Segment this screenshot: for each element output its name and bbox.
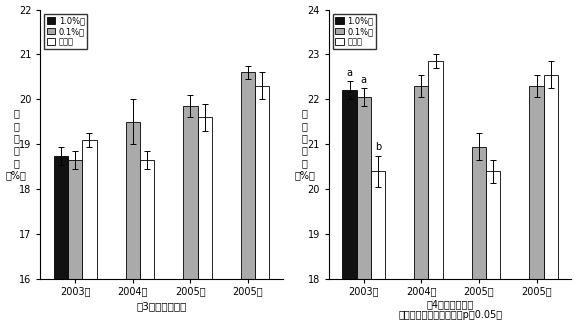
- X-axis label: 嘰4　もも肉割合
異符号間で有意差あり（p＜0.05）: 嘰4 もも肉割合 異符号間で有意差あり（p＜0.05）: [398, 299, 502, 320]
- Bar: [342, 90, 357, 279]
- X-axis label: 嘰3　むね肉割合: 嘰3 むね肉割合: [136, 302, 187, 312]
- Bar: [429, 61, 443, 279]
- Bar: [486, 171, 500, 279]
- Bar: [126, 122, 140, 279]
- Bar: [414, 86, 429, 279]
- Bar: [197, 117, 212, 279]
- Bar: [140, 160, 154, 279]
- Legend: 1.0%区, 0.1%区, 対照区: 1.0%区, 0.1%区, 対照区: [44, 14, 87, 49]
- Bar: [68, 160, 83, 279]
- Bar: [183, 106, 197, 279]
- Bar: [241, 72, 255, 279]
- Legend: 1.0%区, 0.1%区, 対照区: 1.0%区, 0.1%区, 対照区: [333, 14, 376, 49]
- Text: a: a: [361, 75, 367, 84]
- Bar: [529, 86, 544, 279]
- Bar: [255, 86, 269, 279]
- Bar: [54, 156, 68, 279]
- Bar: [83, 140, 96, 279]
- Y-axis label: む
ね
肉
割
合
（%）: む ね 肉 割 合 （%）: [6, 108, 27, 180]
- Text: a: a: [347, 68, 353, 78]
- Y-axis label: も
も
肉
割
合
（%）: も も 肉 割 合 （%）: [294, 108, 315, 180]
- Bar: [472, 147, 486, 279]
- Bar: [357, 97, 371, 279]
- Text: b: b: [375, 142, 381, 152]
- Bar: [371, 171, 385, 279]
- Bar: [544, 75, 558, 279]
